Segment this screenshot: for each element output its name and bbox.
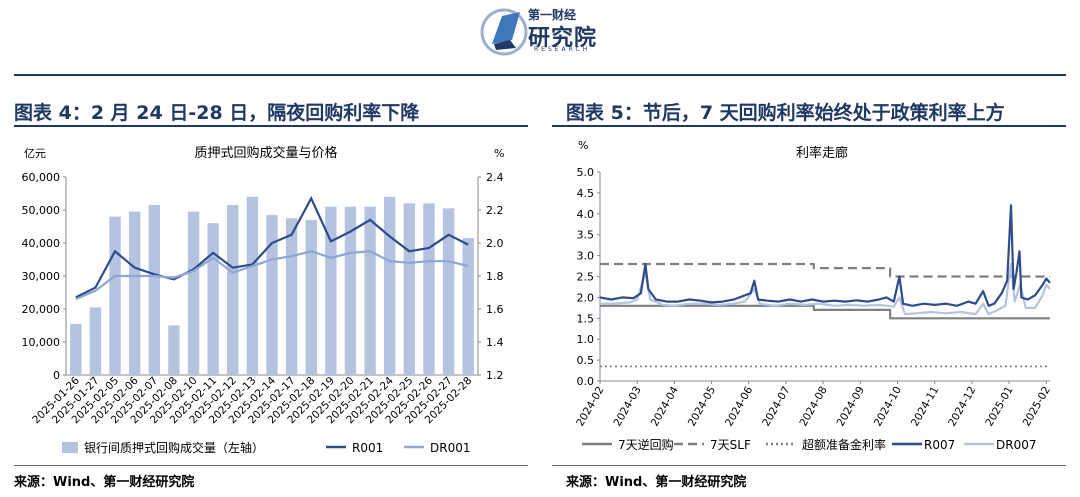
left-section-rule xyxy=(14,125,528,127)
y-tick-label: 1.5 xyxy=(577,312,595,325)
right-tick-label: 1.4 xyxy=(486,336,504,349)
right-tick-label: 1.2 xyxy=(486,369,504,382)
left-tick-label: 20,000 xyxy=(22,303,61,316)
volume-bar xyxy=(384,196,396,375)
y-tick-label: 0.0 xyxy=(577,375,595,388)
volume-bar xyxy=(168,325,180,375)
volume-bar xyxy=(109,216,121,375)
left-tick-label: 0 xyxy=(53,369,60,382)
volume-bar xyxy=(148,205,160,375)
left-axis-unit: 亿元 xyxy=(24,147,46,160)
x-tick-label: 2024-10 xyxy=(872,385,904,429)
logo-sub-text: RESEARCH xyxy=(534,46,591,53)
legend-label-r001: R001 xyxy=(352,441,383,455)
legend-label-超额准备金利率: 超额准备金利率 xyxy=(802,437,886,452)
volume-bar xyxy=(344,206,357,375)
volume-bar xyxy=(89,307,102,375)
y-tick-label: 4.0 xyxy=(577,208,595,221)
y-tick-label: 3.5 xyxy=(577,229,595,242)
right-tick-label: 1.8 xyxy=(486,270,504,283)
volume-bar xyxy=(403,203,416,375)
volume-bar xyxy=(305,219,317,375)
y-tick-label: 5.0 xyxy=(577,166,595,179)
series-line-r001 xyxy=(75,195,469,299)
y-tick-label: 3.0 xyxy=(577,250,595,263)
volume-bar xyxy=(128,211,141,375)
y-tick-label: 0.5 xyxy=(577,354,595,367)
volume-bar xyxy=(285,218,298,375)
y-axis-unit: % xyxy=(578,139,588,152)
left-tick-label: 50,000 xyxy=(22,204,61,217)
series-line-R007 xyxy=(599,204,1051,307)
volume-bar xyxy=(462,238,474,375)
right-source-note: 来源：Wind、第一财经研究院 xyxy=(566,475,747,490)
series-line-dr001 xyxy=(75,250,469,301)
logo-small-text: 第一财经 xyxy=(528,8,577,22)
legend-label-DR007: DR007 xyxy=(996,438,1036,452)
series-line-7天逆回购 xyxy=(600,304,1050,320)
right-tick-label: 2.0 xyxy=(486,237,504,250)
left-tick-label: 10,000 xyxy=(22,336,61,349)
chart-title: 质押式回购成交量与价格 xyxy=(194,145,337,161)
left-source-rule xyxy=(14,465,528,466)
x-tick-label: 2024-04 xyxy=(649,384,681,428)
volume-bar xyxy=(325,206,337,375)
right-tick-label: 2.4 xyxy=(486,171,504,184)
legend-swatch-volume xyxy=(62,442,78,453)
right-source-rule xyxy=(552,465,1066,466)
x-tick-label: 2024-11 xyxy=(909,385,941,429)
volume-bar xyxy=(442,208,455,375)
chart-title: 利率走廊 xyxy=(796,145,848,161)
x-tick-label: 2024-02 xyxy=(574,385,606,429)
volume-bar xyxy=(187,211,200,375)
x-tick-label: 2024-08 xyxy=(797,385,829,429)
left-tick-label: 60,000 xyxy=(22,171,61,184)
x-tick-label: 2024-09 xyxy=(835,385,867,429)
logo-mark xyxy=(480,8,528,56)
right-tick-label: 2.2 xyxy=(486,204,504,217)
right-tick-label: 1.6 xyxy=(486,303,504,316)
rate-corridor-chart: 利率走廊% 0.0 0.5 1.0 1.5 2.0 2.5 3.0 3.5 4.0 4.5 5.0 20… xyxy=(574,139,1053,452)
left-source-note: 来源：Wind、第一财经研究院 xyxy=(14,475,195,490)
right-section-rule xyxy=(552,125,1066,127)
volume-bar xyxy=(227,205,239,375)
volume-price-chart: 质押式回购成交量与价格 亿元 % 0 10,000 20,000 30,000 40,000 5… xyxy=(22,145,505,455)
volume-bar xyxy=(423,203,435,375)
logo-big-text: 研究院 xyxy=(528,26,598,51)
right-axis-unit: % xyxy=(494,147,504,160)
volume-bar xyxy=(246,196,259,375)
y-tick-label: 2.5 xyxy=(577,271,595,284)
volume-bar xyxy=(70,323,82,375)
x-tick-label: 2024-03 xyxy=(611,385,643,429)
series-line-7天SLF xyxy=(600,262,1050,278)
left-section-title: 图表 4：2 月 24 日-28 日，隔夜回购利率下降 xyxy=(14,102,420,124)
volume-bar xyxy=(364,206,376,375)
volume-bar xyxy=(266,214,278,375)
left-tick-label: 40,000 xyxy=(22,237,61,250)
y-tick-label: 1.0 xyxy=(577,333,595,346)
volume-bar xyxy=(207,223,219,375)
legend-label-7天逆回购: 7天逆回购 xyxy=(618,437,674,452)
header-divider xyxy=(14,74,1066,76)
y-tick-label: 4.5 xyxy=(577,187,595,200)
y-tick-label: 2.0 xyxy=(577,291,595,304)
x-tick-label: 2024-12 xyxy=(946,385,978,429)
legend-label-dr001: DR001 xyxy=(430,441,470,455)
legend-label-volume: 银行间质押式回购成交量（左轴） xyxy=(84,440,264,455)
x-tick-label: 2024-07 xyxy=(760,385,792,429)
right-section-title: 图表 5：节后，7 天回购利率始终处于政策利率上方 xyxy=(566,102,1005,124)
legend-label-R007: R007 xyxy=(924,438,955,452)
x-tick-label: 2024-06 xyxy=(723,384,755,428)
x-tick-label: 2025-01 xyxy=(983,385,1015,429)
legend-label-7天SLF: 7天SLF xyxy=(710,438,751,452)
left-tick-label: 30,000 xyxy=(22,270,61,283)
x-tick-label: 2024-05 xyxy=(686,385,718,429)
x-tick-label: 2025-02 xyxy=(1021,385,1053,429)
series-line-DR007 xyxy=(600,262,1051,316)
